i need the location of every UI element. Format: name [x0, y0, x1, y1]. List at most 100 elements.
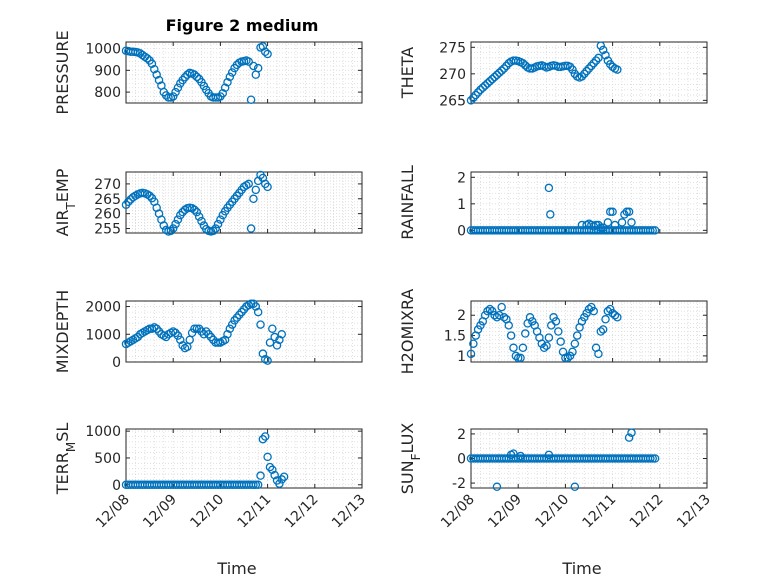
data-point: [173, 215, 183, 224]
data-point: [265, 338, 275, 347]
data-point: [603, 306, 613, 316]
data-point: [521, 329, 530, 338]
data-point: [594, 53, 603, 63]
subplot-h2omixra: 1 1.5 2 H2OMIXRA: [398, 289, 708, 374]
data-point: [197, 327, 206, 336]
data-point: [610, 220, 620, 230]
data-point: [483, 79, 492, 88]
data-point: [211, 93, 220, 102]
data-point: [223, 78, 232, 87]
data-point: [192, 72, 202, 82]
y-tick-label: 2000: [85, 300, 121, 316]
data-point: [568, 65, 577, 74]
data-point: [478, 83, 488, 92]
data-point: [133, 332, 143, 342]
axes-background: [126, 429, 362, 488]
data-point: [577, 72, 587, 81]
y-tick-label: -2: [452, 476, 466, 492]
y-tick-label: 500: [94, 451, 121, 467]
y-tick-label: 2: [457, 308, 466, 324]
data-point: [258, 349, 268, 358]
data-point: [253, 63, 263, 73]
data-point: [504, 58, 514, 68]
data-point: [201, 327, 211, 336]
y-tick-label: 1: [457, 349, 466, 365]
data-point: [168, 92, 178, 101]
data-point: [209, 226, 218, 236]
data-point: [235, 310, 244, 320]
subplot-rainfall: 0 1 2 RAINFALL: [398, 165, 708, 240]
data-point: [504, 321, 514, 330]
data-point: [648, 454, 657, 463]
data-point: [613, 65, 622, 74]
data-point: [646, 454, 655, 463]
data-point: [263, 182, 272, 192]
data-point: [277, 330, 287, 339]
data-point: [497, 302, 506, 312]
data-point: [544, 333, 554, 342]
data-point: [277, 475, 287, 484]
data-point: [568, 347, 577, 357]
data-point: [499, 64, 509, 73]
y-tick-label: 265: [94, 192, 121, 208]
data-point: [476, 321, 485, 330]
data-point: [218, 88, 228, 98]
y-tick-label: 265: [439, 93, 466, 109]
data-point: [246, 95, 256, 104]
axes-background: [126, 42, 362, 103]
data-point: [650, 226, 660, 235]
data-point: [270, 332, 279, 342]
y-tick-label: 270: [94, 177, 121, 193]
data-point: [565, 351, 575, 361]
data-point: [164, 93, 173, 102]
data-point: [563, 353, 573, 363]
data-point: [466, 349, 476, 359]
data-point: [495, 310, 504, 320]
y-tick-label: 260: [94, 207, 121, 223]
data-point: [598, 223, 608, 232]
data-point: [225, 72, 235, 82]
data-point: [239, 305, 249, 314]
data-point: [152, 70, 161, 79]
y-axis-label: TERRMSL: [53, 423, 78, 496]
data-point: [561, 353, 570, 363]
data-point: [589, 306, 598, 316]
data-point: [518, 343, 528, 353]
data-point: [591, 220, 601, 230]
data-point: [509, 343, 518, 353]
data-point: [539, 343, 549, 353]
data-point: [180, 73, 190, 82]
y-tick-label: 0: [112, 478, 121, 494]
data-point: [485, 77, 495, 86]
data-point: [471, 90, 480, 100]
y-tick-label: 1000: [85, 327, 121, 343]
data-point: [580, 69, 589, 79]
data-point: [145, 191, 154, 201]
data-point: [480, 310, 490, 320]
data-point: [554, 327, 563, 336]
data-point: [197, 216, 206, 226]
data-point: [213, 219, 223, 229]
data-point: [223, 330, 232, 339]
y-tick-label: 0: [112, 355, 121, 371]
axes-box: [470, 41, 708, 104]
data-point: [469, 339, 478, 348]
data-point: [544, 450, 554, 460]
data-point: [511, 351, 521, 361]
data-point: [173, 331, 183, 340]
y-tick-label: 275: [439, 40, 466, 56]
data-point: [627, 218, 636, 227]
data-point: [598, 325, 608, 334]
data-point: [537, 339, 547, 348]
data-point: [166, 226, 176, 236]
data-point: [594, 349, 603, 359]
data-point: [627, 428, 636, 437]
data-point: [171, 328, 180, 338]
data-point: [190, 205, 199, 215]
data-point: [249, 299, 258, 309]
data-point: [497, 66, 506, 75]
data-point: [263, 452, 272, 462]
y-tick-label: 1.5: [444, 329, 466, 345]
data-point: [542, 341, 551, 350]
